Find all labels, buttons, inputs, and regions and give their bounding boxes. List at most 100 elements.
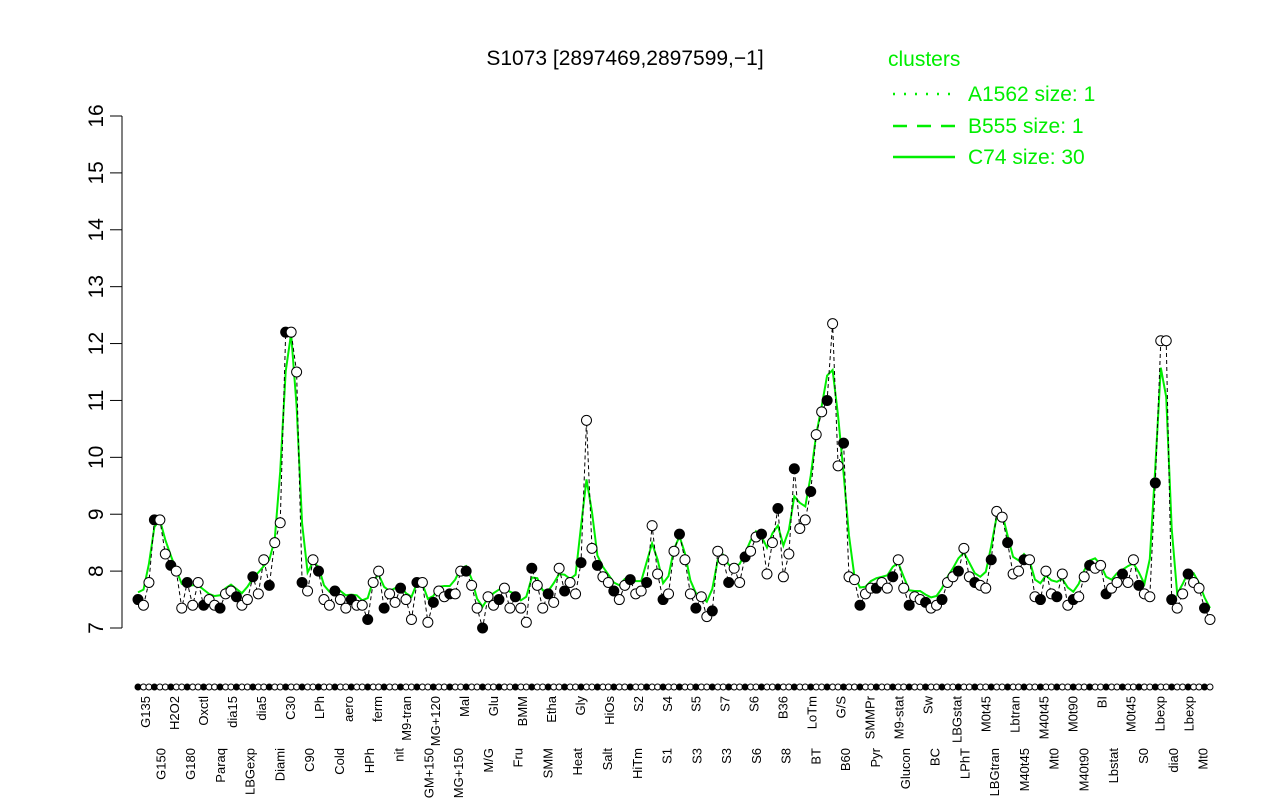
y-tick-label: 14 <box>85 218 108 242</box>
data-point <box>958 542 970 554</box>
data-point <box>395 582 407 594</box>
data-point <box>996 511 1008 523</box>
data-point <box>1078 571 1090 583</box>
data-point <box>854 599 866 611</box>
data-point <box>695 591 707 603</box>
x-tick-label: G180 <box>183 748 198 780</box>
data-point <box>832 460 844 472</box>
x-tick-label: Lbexp <box>1152 696 1167 731</box>
data-point <box>1073 591 1085 603</box>
data-point <box>498 582 510 594</box>
data-point <box>706 605 718 617</box>
data-point <box>903 599 915 611</box>
data-point <box>170 565 182 577</box>
data-point <box>887 571 899 583</box>
data-point <box>362 613 374 625</box>
data-point <box>405 613 417 625</box>
data-point <box>389 596 401 608</box>
x-tick-label: C90 <box>302 748 317 772</box>
x-tick-label: MG+150 <box>451 748 466 798</box>
data-point <box>564 576 576 588</box>
data-point <box>329 585 341 597</box>
x-tick-label: SMMPr <box>863 695 878 739</box>
x-tick-label: S6 <box>747 696 762 712</box>
x-tick-label: LoTm <box>805 696 820 729</box>
x-tick-label: BI <box>1094 696 1109 708</box>
data-point <box>673 528 685 540</box>
data-point <box>838 437 850 449</box>
data-point <box>821 394 833 406</box>
data-point <box>745 545 757 557</box>
data-point <box>734 576 746 588</box>
x-tick-label: M0t90 <box>1065 696 1080 732</box>
x-tick-label: M9-tran <box>399 696 414 741</box>
x-tick-label: BT <box>808 748 823 765</box>
data-point <box>717 554 729 566</box>
data-point <box>302 585 314 597</box>
data-point <box>504 602 516 614</box>
data-point <box>1144 591 1156 603</box>
x-tick-label: Diami <box>272 748 287 781</box>
data-point <box>679 554 691 566</box>
data-point <box>827 318 839 330</box>
data-point <box>526 562 538 574</box>
data-point <box>323 599 335 611</box>
data-point <box>575 557 587 569</box>
x-tick-label: Mal <box>457 696 472 717</box>
x-rug <box>134 683 1214 691</box>
data-point <box>624 574 636 586</box>
data-point <box>591 559 603 571</box>
data-point <box>373 565 385 577</box>
data-point <box>761 568 773 580</box>
data-point <box>1122 576 1134 588</box>
y-tick-label: 9 <box>85 508 108 520</box>
y-tick-label: 15 <box>85 161 108 184</box>
x-tick-label: Pyr <box>868 747 883 767</box>
x-tick-label: Mt0 <box>1196 748 1211 770</box>
data-point <box>422 616 434 628</box>
y-tick-label: 10 <box>85 446 108 469</box>
x-tick-label: HPh <box>362 748 377 773</box>
data-point <box>477 622 489 634</box>
data-point <box>1193 582 1205 594</box>
data-point <box>427 596 439 608</box>
x-tick-label: S6 <box>749 748 764 764</box>
data-point <box>230 591 242 603</box>
x-tick-label: Sw <box>921 695 936 714</box>
x-tick-label: C30 <box>283 696 298 720</box>
x-tick-label: S4 <box>660 696 675 712</box>
data-point <box>602 576 614 588</box>
data-point <box>553 562 565 574</box>
data-points <box>132 318 1216 634</box>
x-tick-label: LPh <box>312 696 327 719</box>
data-point <box>154 514 166 526</box>
x-tick-label: BMM <box>515 696 530 726</box>
x-tick-label: S1 <box>660 748 675 764</box>
data-point <box>663 588 675 600</box>
data-point <box>1160 335 1172 347</box>
x-tick-label: M/G <box>481 748 496 773</box>
data-point <box>881 582 893 594</box>
x-tick-label: H2O2 <box>167 696 182 730</box>
data-point <box>1133 579 1145 591</box>
data-point <box>783 548 795 560</box>
x-tick-label: HiOs <box>602 696 617 725</box>
x-tick-label: M40t45 <box>1017 748 1032 791</box>
x-tick-label: LPhT <box>957 748 972 779</box>
data-point <box>214 602 226 614</box>
data-point <box>509 591 521 603</box>
legend-entry-b555: B555 size: 1 <box>968 115 1084 138</box>
x-tick-label: Glucon <box>898 748 913 789</box>
x-tick-label: Heat <box>570 748 585 776</box>
data-point <box>756 528 768 540</box>
data-point <box>559 585 571 597</box>
data-point <box>684 588 696 600</box>
data-point <box>356 599 368 611</box>
data-point <box>340 602 352 614</box>
data-point <box>1199 602 1211 614</box>
data-point <box>1056 568 1068 580</box>
data-point <box>936 594 948 606</box>
x-tick-label: Lbexp <box>1181 696 1196 731</box>
x-tick-label: S7 <box>718 696 733 712</box>
data-point <box>952 565 964 577</box>
